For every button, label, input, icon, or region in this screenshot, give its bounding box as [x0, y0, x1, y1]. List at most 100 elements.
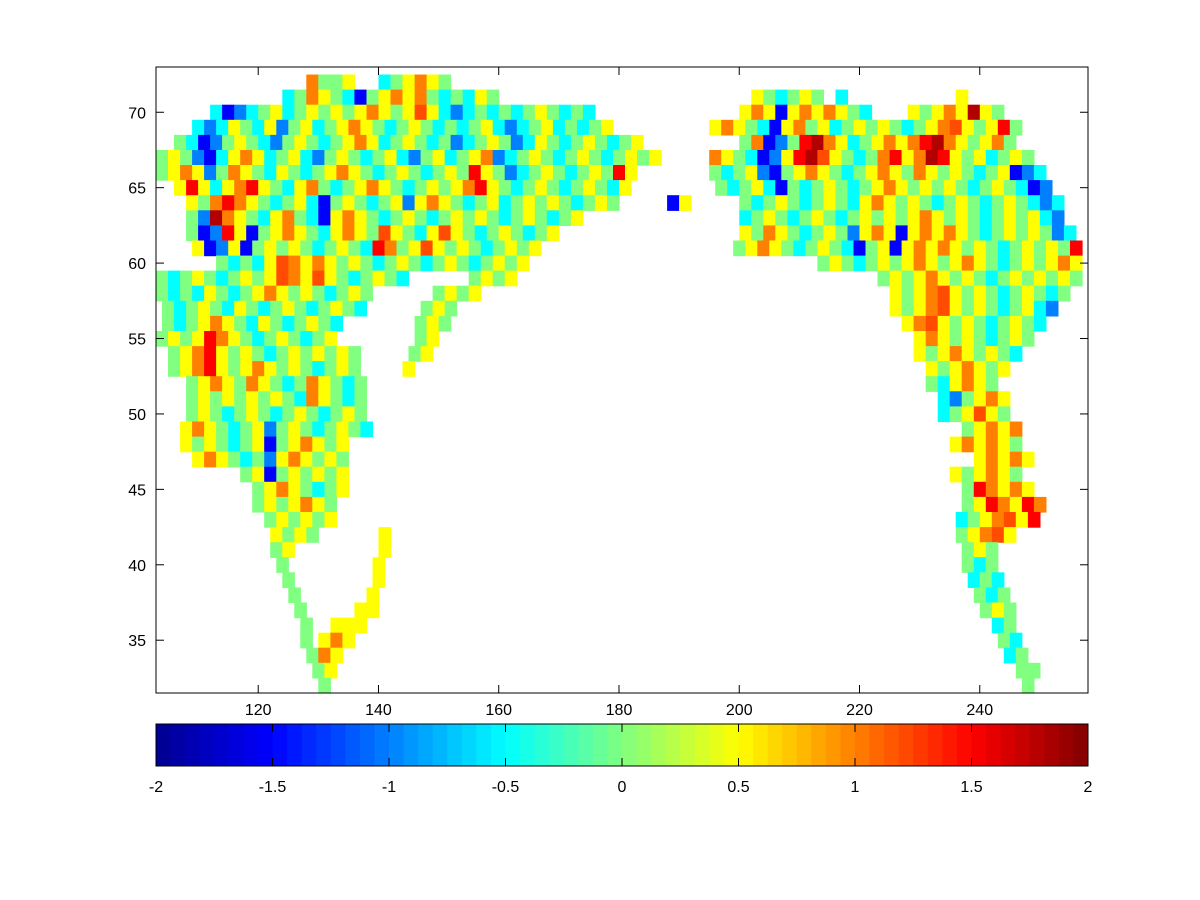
heatmap-cell: [492, 255, 506, 272]
heatmap-cell: [216, 255, 229, 272]
heatmap-cell: [811, 134, 824, 151]
heatmap-cell: [1003, 225, 1017, 242]
heatmap-cell: [925, 165, 939, 181]
heatmap-cell: [354, 406, 367, 423]
heatmap-cell: [372, 572, 386, 588]
heatmap-cell: [372, 150, 386, 166]
heatmap-cell: [486, 134, 500, 151]
heatmap-cell: [799, 134, 812, 151]
heatmap-cell: [889, 240, 903, 257]
heatmap-cell: [234, 134, 247, 151]
heatmap-cell: [979, 195, 993, 211]
heatmap-cell: [258, 210, 271, 226]
heatmap-cell: [402, 134, 416, 151]
heatmap-cell: [432, 255, 446, 272]
colorbar-segment: [316, 724, 332, 766]
heatmap-cell: [324, 240, 337, 257]
heatmap-cell: [450, 210, 464, 226]
colorbar-segment: [607, 724, 623, 766]
heatmap-cell: [973, 300, 987, 317]
heatmap-cell: [973, 361, 987, 377]
heatmap-cell: [354, 180, 367, 196]
heatmap-cell: [709, 119, 722, 136]
heatmap-cell: [811, 89, 824, 106]
heatmap-cell: [252, 436, 265, 453]
heatmap-cell: [360, 240, 373, 257]
heatmap-cell: [240, 270, 253, 287]
heatmap-cell: [222, 391, 235, 407]
heatmap-cell: [438, 134, 452, 151]
heatmap-cell: [402, 225, 416, 242]
heatmap-cell: [294, 195, 307, 211]
heatmap-cell: [973, 421, 987, 438]
heatmap-cell: [1003, 134, 1017, 151]
colorbar-segment: [1044, 724, 1060, 766]
heatmap-cell: [973, 542, 987, 558]
heatmap-cell: [919, 104, 933, 121]
heatmap-cell: [234, 104, 247, 121]
heatmap-cell: [162, 315, 175, 332]
heatmap-cell: [985, 451, 999, 468]
heatmap-cell: [1070, 255, 1083, 272]
heatmap-cell: [1003, 180, 1017, 196]
colorbar-segment: [199, 724, 215, 766]
heatmap-cell: [949, 285, 963, 302]
heatmap-cell: [907, 134, 921, 151]
heatmap-cell: [745, 165, 758, 181]
heatmap-cell: [276, 451, 289, 468]
heatmap-cell: [348, 270, 361, 287]
heatmap-cell: [312, 346, 325, 362]
heatmap-cell: [378, 104, 392, 121]
heatmap-cells: [156, 74, 1083, 694]
heatmap-cell: [336, 150, 349, 166]
heatmap-cell: [246, 391, 259, 407]
heatmap-cell: [456, 150, 470, 166]
heatmap-cell: [865, 119, 879, 136]
heatmap-cell: [426, 74, 440, 91]
heatmap-cell: [258, 104, 271, 121]
heatmap-cell: [913, 240, 927, 257]
heatmap-cell: [354, 104, 367, 121]
heatmap-cell: [378, 74, 392, 91]
heatmap-cell: [462, 195, 476, 211]
heatmap-cell: [1009, 240, 1023, 257]
heatmap-cell: [799, 195, 812, 211]
heatmap-cell: [997, 331, 1011, 347]
heatmap-cell: [306, 134, 319, 151]
heatmap-cell: [228, 165, 241, 181]
heatmap-cell: [276, 331, 289, 347]
heatmap-cell: [943, 225, 957, 242]
heatmap-cell: [480, 119, 494, 136]
heatmap-cell: [198, 210, 211, 226]
heatmap-cell: [985, 331, 999, 347]
heatmap-cell: [1021, 677, 1035, 694]
heatmap-cell: [516, 240, 530, 257]
heatmap-cell: [498, 210, 512, 226]
heatmap-cell: [588, 165, 602, 181]
heatmap-cell: [204, 270, 217, 287]
heatmap-cell: [967, 225, 981, 242]
heatmap-cell: [528, 165, 542, 181]
heatmap-cell: [751, 195, 764, 211]
heatmap-cell: [613, 150, 626, 166]
heatmap-cell: [961, 496, 975, 513]
heatmap-cell: [168, 150, 181, 166]
heatmap-cell: [949, 346, 963, 362]
heatmap-cell: [390, 104, 404, 121]
colorbar-segment: [622, 724, 638, 766]
heatmap-cell: [468, 255, 482, 272]
heatmap-cell: [288, 361, 301, 377]
heatmap-cell: [973, 315, 987, 332]
heatmap-cell: [420, 240, 434, 257]
heatmap-cell: [348, 346, 361, 362]
heatmap-cell: [871, 210, 885, 226]
heatmap-cell: [883, 180, 897, 196]
heatmap-cell: [1057, 240, 1071, 257]
heatmap-cell: [300, 451, 313, 468]
heatmap-cell: [1021, 150, 1035, 166]
heatmap-cell: [973, 376, 987, 392]
heatmap-cell: [324, 255, 337, 272]
heatmap-cell: [492, 240, 506, 257]
heatmap-cell: [751, 89, 764, 106]
heatmap-cell: [955, 210, 969, 226]
